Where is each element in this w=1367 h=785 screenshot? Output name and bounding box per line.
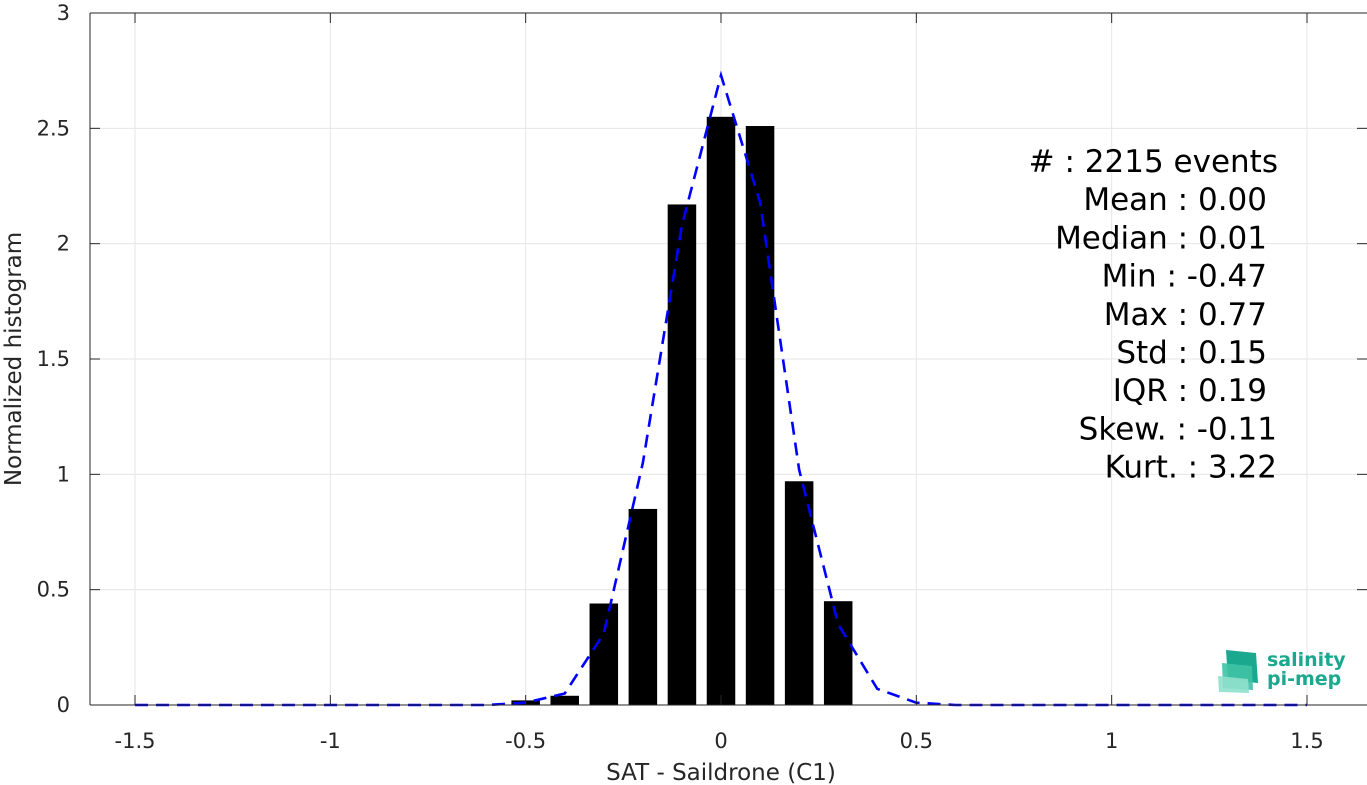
histogram-bar <box>823 601 853 705</box>
y-tick-label: 1.5 <box>37 347 70 371</box>
histogram-bar <box>745 126 775 705</box>
histogram-bar <box>589 603 619 705</box>
stats-line: IQR : 0.19 <box>1113 373 1267 409</box>
histogram-bar <box>784 481 814 705</box>
logo-text-pi-mep: pi-mep <box>1267 668 1341 690</box>
stats-line: Std : 0.15 <box>1116 335 1267 371</box>
stats-line: Median : 0.01 <box>1055 220 1267 256</box>
stats-line: Skew. : -0.11 <box>1079 411 1277 447</box>
salinity-pi-mep-logo: salinity pi-mep <box>1218 649 1346 693</box>
y-axis-title: Normalized histogram <box>1 232 27 486</box>
y-tick-label: 0 <box>57 693 70 717</box>
histogram-bars <box>511 116 853 706</box>
logo-text-salinity: salinity <box>1267 649 1346 671</box>
x-axis-ticks: -1.5 -1 -0.5 0 0.5 1 1.5 <box>115 13 1324 753</box>
x-tick-label: 1.5 <box>1290 729 1323 753</box>
stats-line: Kurt. : 3.22 <box>1105 450 1277 486</box>
x-tick-label: -1 <box>320 729 341 753</box>
x-axis-title: SAT - Saildrone (C1) <box>606 760 836 785</box>
histogram-bar <box>706 116 736 706</box>
x-tick-label: 0 <box>714 729 727 753</box>
stats-line: Mean : 0.00 <box>1083 182 1267 218</box>
stats-line: # : 2215 events <box>1029 144 1278 180</box>
stats-line: Max : 0.77 <box>1104 297 1267 333</box>
y-tick-label: 3 <box>57 1 70 25</box>
y-tick-label: 2 <box>57 232 70 256</box>
stats-line: Min : -0.47 <box>1102 259 1267 295</box>
histogram-bar <box>550 695 579 705</box>
histogram-bar <box>667 204 697 705</box>
y-axis-ticks: 0 0.5 1 1.5 2 2.5 3 <box>37 1 1367 717</box>
x-tick-label: -1.5 <box>115 729 156 753</box>
y-tick-label: 0.5 <box>37 578 70 602</box>
x-tick-label: 0.5 <box>900 729 933 753</box>
x-tick-label: -0.5 <box>505 729 546 753</box>
logo-mark-icon <box>1218 650 1258 693</box>
y-tick-label: 1 <box>57 462 70 486</box>
y-tick-label: 2.5 <box>37 116 70 140</box>
histogram-bar <box>628 508 658 705</box>
x-tick-label: 1 <box>1105 729 1118 753</box>
